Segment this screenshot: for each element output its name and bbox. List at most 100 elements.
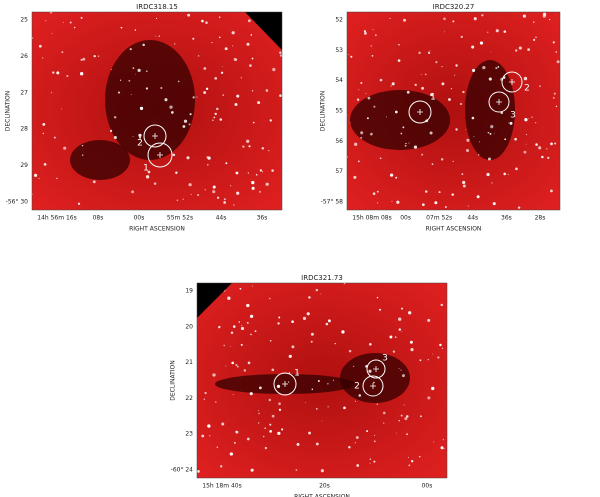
star bbox=[174, 43, 176, 45]
star bbox=[398, 317, 402, 321]
star bbox=[268, 398, 272, 402]
star bbox=[43, 163, 47, 166]
star bbox=[139, 106, 144, 111]
star bbox=[56, 71, 60, 75]
star bbox=[262, 435, 265, 438]
star bbox=[120, 26, 123, 29]
star bbox=[281, 428, 284, 431]
star bbox=[533, 38, 536, 41]
star bbox=[269, 423, 272, 426]
star bbox=[138, 133, 142, 137]
star bbox=[402, 126, 405, 129]
image bbox=[197, 283, 447, 478]
panel-title: IRDC320.27 bbox=[433, 3, 475, 11]
star bbox=[403, 18, 406, 22]
star bbox=[479, 41, 484, 45]
star bbox=[242, 145, 245, 148]
star bbox=[515, 49, 518, 52]
star bbox=[218, 36, 221, 39]
star bbox=[473, 136, 475, 138]
star bbox=[507, 174, 509, 176]
star bbox=[368, 369, 372, 373]
star bbox=[390, 85, 392, 87]
star bbox=[452, 160, 454, 162]
star bbox=[418, 455, 421, 458]
x-tick-label: 07m 52s bbox=[426, 215, 452, 222]
star bbox=[225, 162, 228, 165]
star bbox=[455, 64, 458, 67]
source-circle bbox=[362, 375, 384, 397]
star bbox=[434, 201, 438, 205]
star bbox=[213, 116, 216, 119]
star bbox=[429, 131, 433, 135]
star bbox=[93, 54, 96, 58]
source-label: 2 bbox=[354, 382, 360, 392]
x-tick-label: 44s bbox=[467, 215, 478, 222]
star bbox=[249, 64, 252, 67]
source-cross bbox=[496, 99, 502, 105]
star bbox=[223, 198, 226, 201]
star bbox=[119, 79, 122, 81]
star bbox=[153, 182, 157, 185]
star bbox=[41, 57, 44, 59]
star bbox=[212, 119, 214, 121]
star bbox=[146, 70, 148, 72]
source-cross bbox=[417, 109, 423, 115]
star bbox=[462, 180, 466, 184]
star bbox=[230, 185, 232, 187]
source-label: 1 bbox=[430, 93, 436, 103]
star bbox=[197, 55, 200, 57]
star bbox=[214, 76, 218, 80]
source-label: 2 bbox=[137, 139, 143, 149]
star bbox=[311, 388, 314, 390]
star bbox=[374, 434, 376, 436]
star bbox=[444, 206, 447, 209]
star bbox=[69, 21, 72, 24]
star bbox=[405, 415, 409, 418]
star bbox=[404, 417, 408, 421]
star bbox=[295, 469, 298, 471]
star bbox=[407, 311, 412, 315]
star bbox=[277, 431, 281, 435]
star bbox=[360, 81, 363, 84]
star bbox=[240, 77, 242, 79]
star bbox=[442, 439, 444, 441]
star bbox=[406, 90, 410, 94]
star bbox=[265, 182, 269, 186]
star bbox=[403, 404, 405, 406]
star bbox=[418, 51, 421, 55]
dark-cloud bbox=[105, 40, 195, 160]
star bbox=[235, 171, 239, 175]
star bbox=[364, 30, 366, 33]
star bbox=[316, 408, 318, 410]
star bbox=[400, 414, 403, 417]
star bbox=[297, 372, 299, 374]
star bbox=[438, 191, 441, 194]
star bbox=[176, 199, 179, 202]
x-tick-label: 28s bbox=[535, 215, 546, 222]
star bbox=[466, 149, 470, 152]
star bbox=[234, 441, 236, 444]
star bbox=[250, 468, 254, 472]
star bbox=[278, 408, 282, 412]
star bbox=[172, 153, 176, 157]
star bbox=[332, 379, 334, 381]
star bbox=[487, 31, 489, 33]
star bbox=[350, 55, 353, 58]
star bbox=[455, 128, 458, 131]
star bbox=[356, 98, 360, 101]
source-cross bbox=[509, 79, 515, 85]
star bbox=[441, 347, 444, 349]
star bbox=[137, 68, 141, 73]
star bbox=[382, 411, 386, 415]
star bbox=[182, 125, 186, 128]
star bbox=[487, 157, 491, 161]
star bbox=[272, 67, 276, 72]
star bbox=[430, 93, 434, 97]
star bbox=[183, 119, 188, 123]
star bbox=[246, 437, 250, 441]
star bbox=[73, 26, 76, 29]
star bbox=[52, 71, 55, 74]
star bbox=[188, 123, 191, 126]
star bbox=[432, 353, 434, 355]
